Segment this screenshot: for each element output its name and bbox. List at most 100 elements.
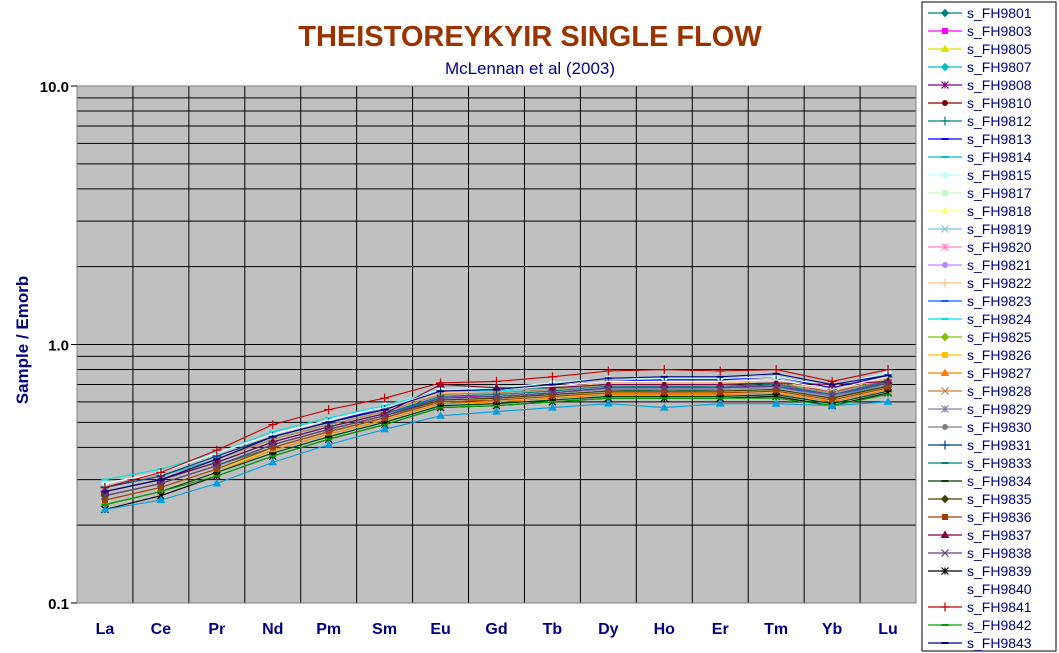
series-point	[436, 394, 445, 403]
legend-label: s_FH9827	[967, 365, 1032, 381]
legend-label: s_FH9812	[967, 113, 1032, 129]
legend-item: s_FH9843	[928, 635, 1032, 651]
legend-label: s_FH9820	[967, 239, 1032, 255]
x-tick-label: Dy	[598, 621, 619, 638]
series-point	[437, 398, 444, 405]
legend-item: s_FH9822	[928, 275, 1032, 291]
legend-item: s_FH9842	[928, 617, 1032, 633]
legend-label: s_FH9826	[967, 347, 1032, 363]
series-point	[771, 399, 781, 407]
series-point	[828, 390, 837, 399]
legend-label: s_FH9830	[967, 419, 1032, 435]
x-tick-label: Er	[712, 621, 729, 638]
series-point	[156, 467, 166, 477]
legend-label: s_FH9803	[967, 23, 1032, 39]
series-point	[325, 428, 332, 435]
series-point	[659, 365, 669, 375]
legend-item: s_FH9807	[928, 59, 1032, 75]
series-point	[548, 383, 557, 391]
series-s_FH9843	[101, 372, 892, 493]
series-point	[381, 414, 388, 421]
legend-marker	[940, 44, 950, 52]
legend-marker	[940, 494, 950, 504]
series-point	[605, 389, 612, 396]
legend-marker	[941, 549, 949, 557]
legend-label: s_FH9834	[967, 473, 1032, 489]
series-point	[492, 376, 501, 386]
series-point	[157, 484, 164, 491]
y-axis: 10.0 1.0 0.1	[40, 79, 77, 613]
x-tick-label: Eu	[430, 621, 450, 638]
legend-marker	[940, 530, 950, 538]
legend-marker	[940, 62, 950, 72]
series-point	[771, 365, 781, 375]
x-tick-label: Ce	[151, 621, 172, 638]
series-point	[212, 461, 221, 470]
legend-item: s_FH9818	[928, 203, 1032, 219]
legend-item: s_FH9801	[928, 5, 1032, 21]
legend-item: s_FH9823	[928, 293, 1032, 309]
legend-item: s_FH9817	[928, 185, 1032, 201]
legend-label: s_FH9814	[967, 149, 1032, 165]
legend-item: s_FH9808	[928, 77, 1032, 93]
legend-marker	[942, 28, 948, 34]
legend-marker	[942, 352, 948, 358]
legend-label: s_FH9840	[967, 581, 1032, 597]
series-point	[603, 366, 613, 376]
legend-label: s_FH9838	[967, 545, 1032, 561]
legend-item: s_FH9840	[928, 581, 1032, 597]
legend-marker	[940, 440, 950, 450]
series-point	[492, 407, 501, 415]
series-layer	[100, 365, 893, 514]
legend-marker	[940, 368, 950, 376]
series-point	[715, 366, 725, 376]
legend-box	[921, 1, 1057, 652]
x-tick-label: Pm	[316, 621, 341, 638]
legend-marker	[941, 225, 949, 233]
legend-item: s_FH9841	[928, 599, 1032, 615]
series-point	[324, 405, 334, 415]
series-point	[101, 497, 108, 504]
series-point	[827, 401, 837, 409]
x-axis: La Ce Pr Nd Pm Sm Eu Gd Tb Dy Ho Er Tm Yb Lu	[96, 621, 898, 638]
legend-label: s_FH9823	[967, 293, 1032, 309]
series-point	[324, 425, 333, 434]
legend-marker	[940, 332, 950, 342]
legend-label: s_FH9833	[967, 455, 1032, 471]
legend-item: s_FH9829	[928, 401, 1032, 417]
legend-item: s_FH9838	[928, 545, 1032, 561]
legend-marker	[941, 81, 949, 89]
series-point	[661, 389, 668, 396]
legend-item: s_FH9805	[928, 41, 1032, 57]
series-point	[436, 378, 446, 388]
legend-label: s_FH9836	[967, 509, 1032, 525]
legend-item: s_FH9826	[928, 347, 1032, 363]
series-point	[773, 388, 780, 395]
legend-label: s_FH9837	[967, 527, 1032, 543]
series-point	[659, 403, 669, 411]
series-point	[548, 388, 557, 397]
legend: s_FH9801 s_FH9803 s_FH9805 s_FH9807 s_FH9808…	[921, 1, 1057, 652]
series-point	[380, 411, 389, 420]
series-point	[156, 479, 165, 488]
legend-marker	[940, 170, 950, 180]
series-point	[268, 457, 278, 466]
series-point	[883, 365, 893, 375]
legend-item: s_FH9835	[928, 491, 1032, 507]
legend-item: s_FH9831	[928, 437, 1032, 453]
legend-label: s_FH9815	[967, 167, 1032, 183]
series-point	[547, 372, 557, 382]
series-point	[213, 465, 220, 472]
series-point	[603, 399, 613, 407]
series-point	[100, 482, 110, 492]
y-tick-label: 1.0	[48, 338, 69, 355]
series-point	[156, 495, 166, 504]
series-point	[268, 420, 278, 430]
series-point	[829, 396, 836, 403]
y-tick-label: 10.0	[40, 79, 69, 96]
series-point	[883, 397, 893, 405]
x-tick-label: Pr	[208, 621, 225, 638]
series-point	[548, 403, 557, 411]
legend-label: s_FH9801	[967, 5, 1032, 21]
